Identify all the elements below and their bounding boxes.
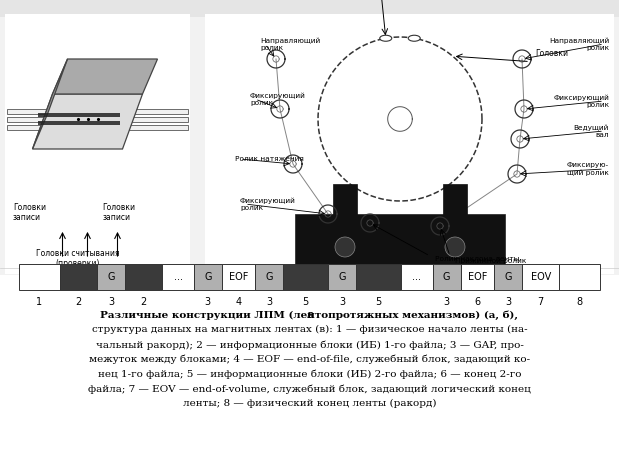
Text: 3: 3 (505, 297, 511, 307)
Text: EOV: EOV (530, 272, 551, 283)
Text: структура данных на магнитных лентах (в): 1 — физическое начало ленты (на-: структура данных на магнитных лентах (в)… (92, 325, 527, 334)
Text: 6: 6 (474, 297, 480, 307)
Text: EOF: EOF (229, 272, 248, 283)
Circle shape (445, 237, 465, 257)
Text: а: а (93, 276, 102, 289)
Circle shape (335, 237, 355, 257)
Text: Прижимной ролик: Прижимной ролик (455, 258, 526, 264)
Text: 3: 3 (266, 297, 272, 307)
Text: Направляющий
ролик: Направляющий ролик (260, 37, 320, 51)
Bar (205, 14, 614, 274)
Text: Фиксирую-
щий ролик: Фиксирую- щий ролик (567, 162, 609, 176)
Text: Ведущий
вал: Ведущий вал (574, 124, 609, 138)
Bar (560, 264, 600, 290)
Text: 2: 2 (141, 297, 147, 307)
Polygon shape (38, 121, 119, 125)
Text: 7: 7 (538, 297, 544, 307)
Polygon shape (7, 117, 188, 121)
Text: ...: ... (412, 272, 422, 283)
Polygon shape (38, 113, 119, 117)
Text: G: G (107, 272, 115, 283)
Text: нец 1-го файла; 5 — информационные блоки (ИБ) 2-го файла; 6 — конец 2-го: нец 1-го файла; 5 — информационные блоки… (98, 370, 521, 379)
Bar (222, 264, 256, 290)
Text: 8: 8 (577, 297, 583, 307)
Text: Головки считывания
(проверки): Головки считывания (проверки) (36, 248, 119, 268)
Bar (328, 264, 356, 290)
Text: Ролик натяжения: Ролик натяжения (235, 156, 304, 162)
Text: EOF: EOF (468, 272, 487, 283)
Polygon shape (7, 125, 188, 129)
Polygon shape (33, 59, 67, 149)
Text: Головки
записи: Головки записи (103, 202, 136, 222)
Bar (256, 264, 284, 290)
Bar (5, 14, 190, 274)
Text: межуток между блоками; 4 — EOF — end-of-file, служебный блок, задающий ко-: межуток между блоками; 4 — EOF — end-of-… (89, 355, 530, 365)
Text: 5: 5 (303, 297, 309, 307)
Text: G: G (339, 272, 346, 283)
Text: ленты; 8 — физический конец ленты (ракорд): ленты; 8 — физический конец ленты (ракор… (183, 399, 436, 409)
Text: Головки
записи: Головки записи (13, 202, 46, 222)
Text: 3: 3 (108, 297, 114, 307)
Bar (59, 264, 97, 290)
Text: б: б (436, 276, 443, 289)
Text: Различные конструкции ЛПМ (лентопротяжных механизмов) (а, б),: Различные конструкции ЛПМ (лентопротяжны… (100, 310, 519, 320)
Text: 3: 3 (443, 297, 449, 307)
Bar (433, 264, 461, 290)
Ellipse shape (409, 35, 420, 41)
Text: Фиксирующий
ролик: Фиксирующий ролик (250, 92, 306, 106)
Text: Ролик наклона ленты: Ролик наклона ленты (435, 256, 519, 262)
Text: G: G (504, 272, 512, 283)
Text: 5: 5 (375, 297, 382, 307)
Text: файла; 7 — EOV — end-of-volume, служебный блок, задающий логический конец: файла; 7 — EOV — end-of-volume, служебны… (88, 384, 531, 394)
Bar (19, 264, 59, 290)
Bar (162, 264, 194, 290)
Text: Фиксирующий
ролик: Фиксирующий ролик (553, 94, 609, 108)
Ellipse shape (380, 35, 392, 41)
Bar (125, 264, 162, 290)
Text: G: G (443, 272, 451, 283)
Text: G: G (266, 272, 273, 283)
Text: G: G (204, 272, 212, 283)
Bar (522, 264, 560, 290)
Text: 1: 1 (36, 297, 42, 307)
Polygon shape (33, 94, 142, 149)
Polygon shape (53, 59, 157, 94)
Text: 3: 3 (339, 297, 345, 307)
Bar (284, 264, 328, 290)
Bar (0, 0, 619, 17)
Bar (356, 264, 401, 290)
Bar (97, 264, 125, 290)
Text: 3: 3 (205, 297, 211, 307)
Bar (401, 264, 433, 290)
Bar (494, 264, 522, 290)
Text: 4: 4 (236, 297, 241, 307)
Bar (443, 184, 467, 269)
Bar (295, 214, 505, 269)
Text: Направляющий
ролик: Направляющий ролик (549, 37, 609, 51)
Text: ...: ... (173, 272, 183, 283)
Bar (194, 264, 222, 290)
Bar (333, 184, 357, 269)
Text: Фиксирующий
ролик: Фиксирующий ролик (240, 197, 296, 211)
Text: Головки: Головки (535, 48, 568, 57)
Text: 2: 2 (75, 297, 81, 307)
Text: чальный ракорд); 2 — информационные блоки (ИБ) 1-го файла; 3 — GAP, про-: чальный ракорд); 2 — информационные блок… (95, 340, 524, 349)
Text: в: в (306, 310, 313, 320)
Bar (0, 0, 619, 275)
Bar (461, 264, 494, 290)
Polygon shape (7, 109, 188, 113)
